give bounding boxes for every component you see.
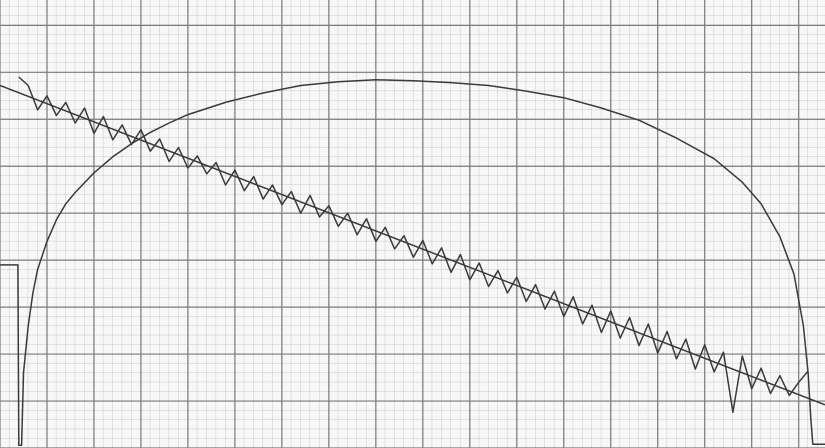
trace-line bbox=[18, 76, 809, 414]
trace-line bbox=[0, 79, 825, 446]
trace-line bbox=[0, 84, 825, 406]
